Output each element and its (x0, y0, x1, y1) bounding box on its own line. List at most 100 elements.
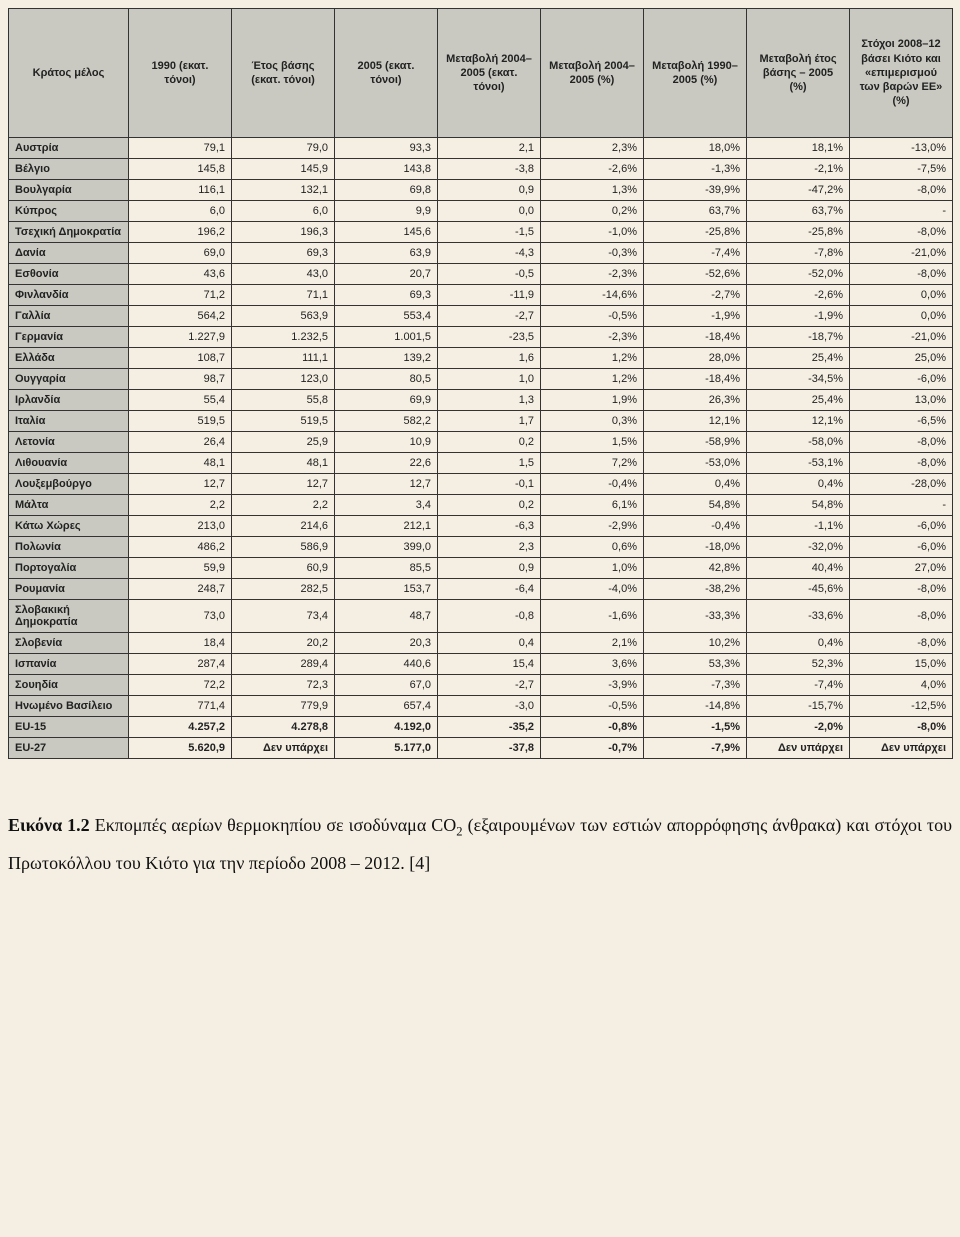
table-cell: 63,7% (644, 201, 747, 222)
table-cell: 4.257,2 (129, 717, 232, 738)
table-cell: 3,6% (541, 654, 644, 675)
row-label: Αυστρία (9, 138, 129, 159)
table-row: Σλοβακική Δημοκρατία73,073,448,7-0,8-1,6… (9, 600, 953, 633)
table-cell: 586,9 (232, 537, 335, 558)
row-label: Σλοβενία (9, 633, 129, 654)
table-cell: -8,0% (850, 633, 953, 654)
table-row: Ουγγαρία98,7123,080,51,01,2%-18,4%-34,5%… (9, 369, 953, 390)
table-cell: 12,7 (335, 474, 438, 495)
table-cell: 3,4 (335, 495, 438, 516)
table-cell: 553,4 (335, 306, 438, 327)
table-cell: 93,3 (335, 138, 438, 159)
table-cell: 0,2 (438, 495, 541, 516)
table-cell: -7,4% (747, 675, 850, 696)
table-cell: Δεν υπάρχει (232, 738, 335, 759)
table-row: EU-154.257,24.278,84.192,0-35,2-0,8%-1,5… (9, 717, 953, 738)
table-cell: 0,4% (747, 474, 850, 495)
table-cell: -32,0% (747, 537, 850, 558)
table-cell: 69,3 (232, 243, 335, 264)
table-cell: 1,6 (438, 348, 541, 369)
table-cell: -23,5 (438, 327, 541, 348)
table-cell: 1,2% (541, 369, 644, 390)
table-cell: 213,0 (129, 516, 232, 537)
table-cell: 73,4 (232, 600, 335, 633)
table-cell: -2,1% (747, 159, 850, 180)
table-cell: - (850, 201, 953, 222)
row-label: Πορτογαλία (9, 558, 129, 579)
row-label: Ελλάδα (9, 348, 129, 369)
table-cell: 43,6 (129, 264, 232, 285)
table-cell: -14,8% (644, 696, 747, 717)
table-cell: -33,6% (747, 600, 850, 633)
table-row: Κάτω Χώρες213,0214,6212,1-6,3-2,9%-0,4%-… (9, 516, 953, 537)
table-cell: 1,5% (541, 432, 644, 453)
table-cell: -8,0% (850, 222, 953, 243)
table-cell: 20,3 (335, 633, 438, 654)
table-cell: -6,0% (850, 516, 953, 537)
table-cell: 657,4 (335, 696, 438, 717)
table-cell: 69,8 (335, 180, 438, 201)
table-cell: -7,5% (850, 159, 953, 180)
row-label: Ιταλία (9, 411, 129, 432)
table-cell: -2,6% (541, 159, 644, 180)
table-cell: -7,4% (644, 243, 747, 264)
table-cell: 132,1 (232, 180, 335, 201)
table-row: Ιρλανδία55,455,869,91,31,9%26,3%25,4%13,… (9, 390, 953, 411)
table-cell: -45,6% (747, 579, 850, 600)
table-cell: 4.278,8 (232, 717, 335, 738)
table-row: Βέλγιο145,8145,9143,8-3,8-2,6%-1,3%-2,1%… (9, 159, 953, 180)
table-cell: 10,9 (335, 432, 438, 453)
table-cell: 519,5 (232, 411, 335, 432)
table-cell: 25,4% (747, 390, 850, 411)
table-cell: -0,4% (644, 516, 747, 537)
table-cell: -34,5% (747, 369, 850, 390)
table-cell: 4,0% (850, 675, 953, 696)
row-label: Εσθονία (9, 264, 129, 285)
table-cell: -53,1% (747, 453, 850, 474)
table-cell: -12,5% (850, 696, 953, 717)
table-cell: 1,0 (438, 369, 541, 390)
row-label: Βουλγαρία (9, 180, 129, 201)
table-cell: 85,5 (335, 558, 438, 579)
table-cell: 289,4 (232, 654, 335, 675)
table-cell: 18,1% (747, 138, 850, 159)
table-cell: 5.177,0 (335, 738, 438, 759)
row-label: Δανία (9, 243, 129, 264)
table-cell: 12,7 (129, 474, 232, 495)
table-header-row: Κράτος μέλος 1990 (εκατ. τόνοι) Έτος βάσ… (9, 9, 953, 138)
table-cell: 25,9 (232, 432, 335, 453)
table-row: Πορτογαλία59,960,985,50,91,0%42,8%40,4%2… (9, 558, 953, 579)
table-cell: -7,8% (747, 243, 850, 264)
table-cell: 9,9 (335, 201, 438, 222)
table-cell: 108,7 (129, 348, 232, 369)
table-cell: 12,1% (644, 411, 747, 432)
table-cell: 4.192,0 (335, 717, 438, 738)
table-cell: -47,2% (747, 180, 850, 201)
table-cell: -25,8% (644, 222, 747, 243)
table-cell: 1,7 (438, 411, 541, 432)
row-label: EU-15 (9, 717, 129, 738)
col-header: Κράτος μέλος (9, 9, 129, 138)
caption-label: Εικόνα 1.2 (8, 815, 90, 835)
table-cell: -13,0% (850, 138, 953, 159)
table-cell: 399,0 (335, 537, 438, 558)
table-cell: -2,7 (438, 306, 541, 327)
table-cell: 55,8 (232, 390, 335, 411)
table-cell: 79,1 (129, 138, 232, 159)
table-cell: 1.227,9 (129, 327, 232, 348)
table-cell: -8,0% (850, 264, 953, 285)
row-label: Φινλανδία (9, 285, 129, 306)
table-cell: 2,2 (232, 495, 335, 516)
table-cell: 440,6 (335, 654, 438, 675)
col-header: Μεταβολή 1990–2005 (%) (644, 9, 747, 138)
table-row: Γαλλία564,2563,9553,4-2,7-0,5%-1,9%-1,9%… (9, 306, 953, 327)
table-row: EU-275.620,9Δεν υπάρχει5.177,0-37,8-0,7%… (9, 738, 953, 759)
table-cell: 0,9 (438, 180, 541, 201)
table-row: Δανία69,069,363,9-4,3-0,3%-7,4%-7,8%-21,… (9, 243, 953, 264)
table-cell: -39,9% (644, 180, 747, 201)
table-cell: 15,0% (850, 654, 953, 675)
table-cell: -0,5% (541, 696, 644, 717)
table-row: Μάλτα2,22,23,40,26,1%54,8%54,8%- (9, 495, 953, 516)
table-cell: 214,6 (232, 516, 335, 537)
row-label: Ηνωμένο Βασίλειο (9, 696, 129, 717)
